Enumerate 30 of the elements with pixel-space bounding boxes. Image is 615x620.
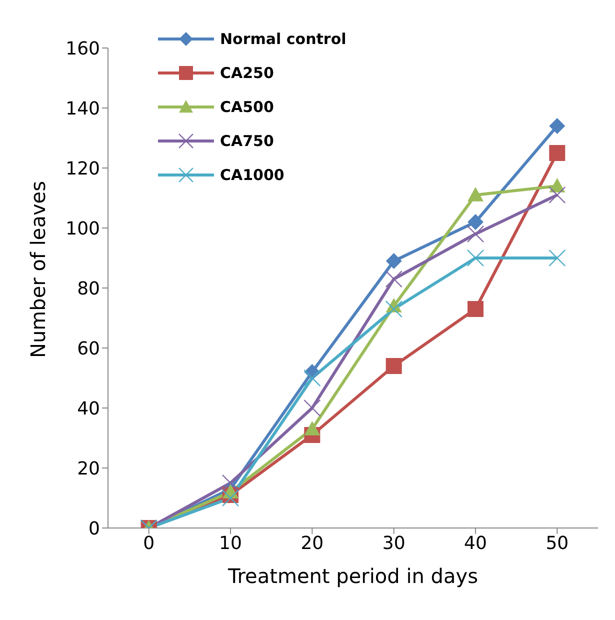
- x-tick-label: 10: [219, 532, 242, 554]
- x-tick-label: 30: [382, 532, 406, 554]
- x-tick-label: 0: [143, 532, 155, 554]
- point: [386, 253, 402, 269]
- point: [549, 118, 566, 134]
- y-tick-label: 40: [77, 398, 100, 420]
- y-axis-title: Number of leaves: [26, 180, 50, 358]
- y-tick-label: 60: [77, 338, 100, 360]
- legend-label: Normal control: [220, 30, 346, 48]
- point: [304, 421, 320, 436]
- x-tick-label: 20: [300, 532, 324, 554]
- point: [386, 358, 402, 374]
- y-tick-label: 160: [66, 38, 100, 60]
- y-tick-label: 0: [88, 518, 100, 540]
- legend-label: CA500: [220, 98, 274, 116]
- legend-label: CA1000: [220, 166, 284, 184]
- point: [468, 301, 484, 317]
- point: [468, 214, 484, 230]
- legend-label: CA250: [220, 64, 274, 82]
- x-tick-label: 40: [464, 532, 487, 554]
- y-tick-label: 100: [66, 218, 100, 240]
- point: [549, 145, 566, 161]
- point: [468, 187, 484, 202]
- legend-label: CA750: [220, 132, 274, 150]
- y-tick-label: 140: [66, 98, 100, 120]
- y-tick-label: 20: [77, 458, 100, 480]
- y-tick-label: 80: [77, 278, 100, 300]
- x-tick-label: 50: [546, 532, 569, 554]
- x-axis-title: Treatment period in days: [227, 564, 478, 588]
- y-tick-label: 120: [66, 158, 100, 180]
